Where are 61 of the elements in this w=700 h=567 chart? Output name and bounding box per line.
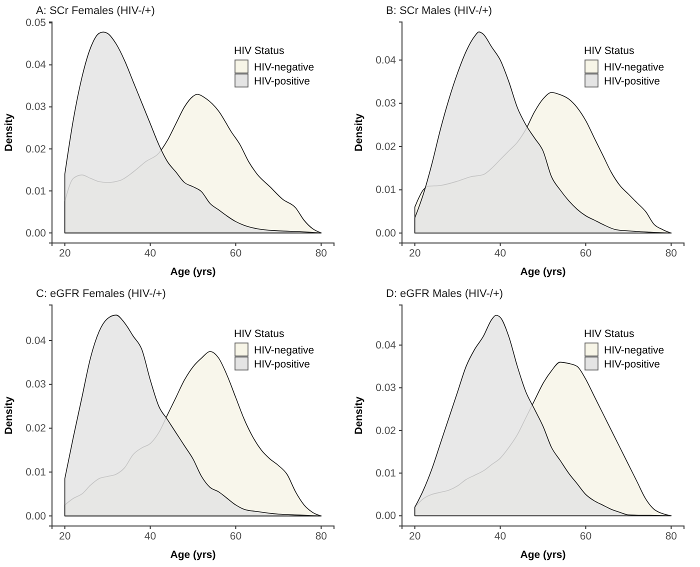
chart-title: C: eGFR Females (HIV-/+) (36, 288, 166, 300)
x-axis-title: Age (yrs) (520, 549, 566, 561)
y-tick-label: 0.01 (376, 184, 396, 196)
legend-label: HIV-positive (604, 358, 660, 370)
x-tick-label: 40 (144, 247, 156, 260)
x-tick-label: 80 (315, 530, 328, 542)
x-axis-title: Age (yrs) (170, 266, 216, 278)
x-tick-label: 40 (494, 530, 506, 542)
y-tick-label: 0.03 (376, 98, 396, 110)
y-tick-label: 0.02 (26, 143, 46, 156)
y-tick-label: 0.01 (26, 466, 46, 478)
x-axis-title: Age (yrs) (170, 549, 216, 561)
y-axis-title: Density (353, 113, 365, 152)
chart-title: A: SCr Females (HIV-/+) (36, 5, 155, 17)
x-tick-label: 40 (144, 530, 156, 542)
y-tick-label: 0.00 (376, 227, 396, 240)
x-tick-label: 60 (580, 247, 592, 260)
y-tick-label: 0.05 (26, 17, 46, 30)
y-tick-label: 0.00 (26, 510, 46, 522)
legend-label: HIV-negative (604, 344, 664, 356)
legend-title: HIV Status (234, 328, 284, 340)
legend-title: HIV Status (584, 45, 634, 57)
x-tick-label: 60 (580, 530, 592, 542)
x-axis-title: Age (yrs) (520, 266, 566, 278)
legend-label: HIV-positive (254, 358, 310, 370)
y-tick-label: 0.03 (376, 382, 396, 394)
y-tick-label: 0.02 (26, 422, 46, 435)
y-tick-label: 0.03 (26, 101, 46, 114)
y-tick-label: 0.02 (376, 140, 396, 153)
y-tick-label: 0.00 (376, 510, 396, 522)
x-tick-label: 80 (665, 530, 678, 542)
y-tick-label: 0.03 (26, 378, 46, 391)
chart-title: B: SCr Males (HIV-/+) (386, 5, 492, 17)
x-tick-label: 20 (58, 530, 71, 542)
y-tick-label: 0.00 (26, 227, 46, 240)
legend-label: HIV-negative (254, 344, 314, 356)
x-tick-label: 20 (408, 247, 421, 260)
y-tick-label: 0.04 (26, 59, 46, 72)
y-axis-title: Density (3, 113, 15, 152)
y-tick-label: 0.02 (376, 424, 396, 437)
x-tick-label: 60 (230, 530, 242, 542)
x-tick-label: 60 (230, 247, 242, 260)
chart-title: D: eGFR Males (HIV-/+) (386, 288, 504, 300)
legend-title: HIV Status (584, 328, 634, 340)
x-tick-label: 20 (408, 530, 421, 542)
x-tick-label: 80 (665, 247, 678, 260)
legend-label: HIV-negative (254, 62, 314, 74)
y-tick-label: 0.01 (376, 467, 396, 480)
x-tick-label: 80 (315, 247, 328, 260)
y-axis-title: Density (3, 396, 15, 434)
y-tick-label: 0.01 (26, 185, 46, 198)
x-tick-label: 40 (494, 247, 506, 260)
y-axis-title: Density (353, 396, 365, 434)
legend-label: HIV-positive (254, 76, 310, 88)
y-tick-label: 0.04 (376, 54, 396, 66)
legend-label: HIV-negative (604, 62, 664, 74)
legend-label: HIV-positive (604, 76, 660, 88)
y-tick-label: 0.04 (376, 339, 396, 352)
x-tick-label: 20 (58, 247, 71, 260)
y-tick-label: 0.04 (26, 334, 46, 347)
legend-title: HIV Status (234, 45, 284, 57)
